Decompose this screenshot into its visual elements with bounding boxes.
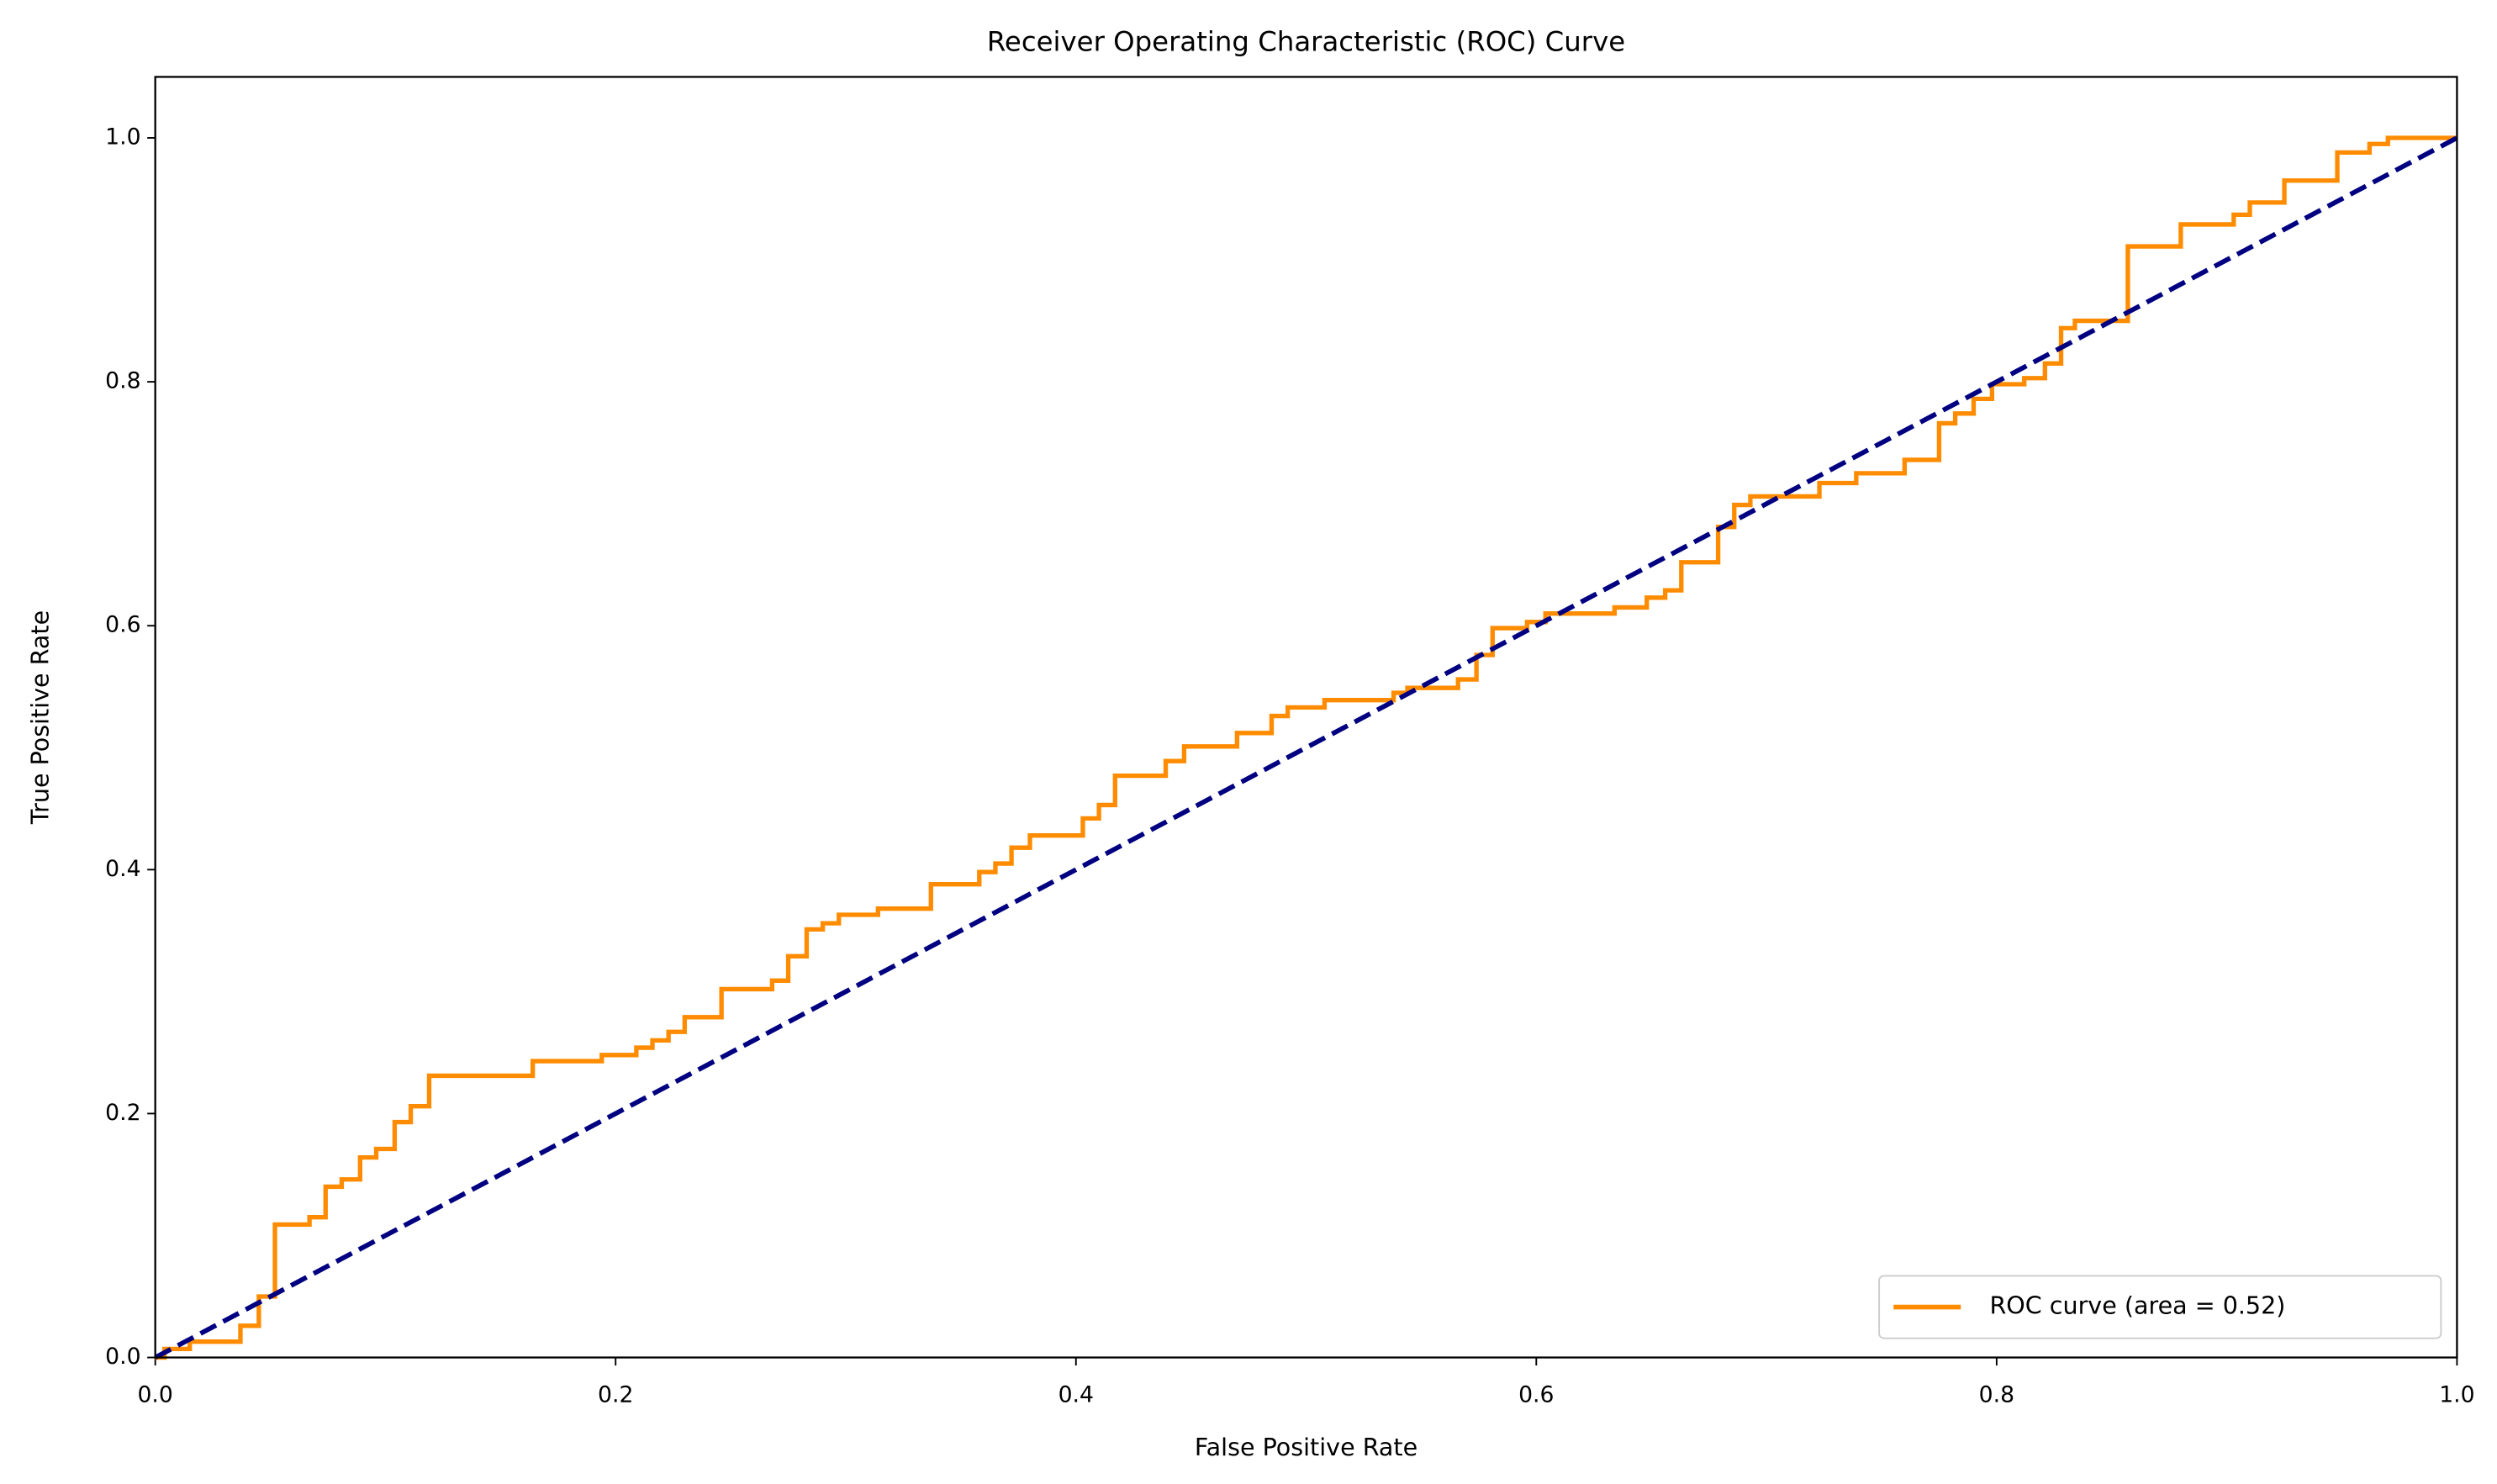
x-tick-label: 0.6 [1518, 1382, 1554, 1408]
x-axis-label: False Positive Rate [1195, 1433, 1417, 1461]
legend-label: ROC curve (area = 0.52) [1989, 1291, 2285, 1320]
roc-curve [155, 135, 2457, 1360]
x-tick-label: 0.2 [598, 1382, 633, 1408]
y-tick-label: 1.0 [105, 124, 140, 150]
x-tick-label: 0.0 [137, 1382, 172, 1408]
x-tick-label: 0.8 [1979, 1382, 2014, 1408]
y-axis-label: True Positive Rate [26, 610, 55, 825]
reference-line [154, 135, 2458, 1360]
plot-frame [154, 76, 2458, 1359]
x-tick-label: 1.0 [2439, 1382, 2474, 1408]
y-tick-label: 0.2 [105, 1100, 140, 1126]
y-tick-label: 0.0 [105, 1344, 140, 1370]
legend-box [1878, 1275, 2442, 1339]
x-tick-label: 0.4 [1058, 1382, 1094, 1408]
y-tick-label: 0.8 [105, 368, 140, 394]
y-tick-label: 0.4 [105, 856, 140, 882]
chart-title: Receiver Operating Characteristic (ROC) … [987, 25, 1625, 57]
y-tick-label: 0.6 [105, 612, 140, 638]
